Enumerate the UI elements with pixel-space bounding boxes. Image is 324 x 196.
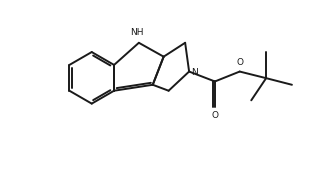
Text: N: N: [191, 68, 198, 77]
Text: O: O: [211, 111, 218, 120]
Text: O: O: [237, 58, 244, 67]
Text: NH: NH: [131, 28, 144, 37]
